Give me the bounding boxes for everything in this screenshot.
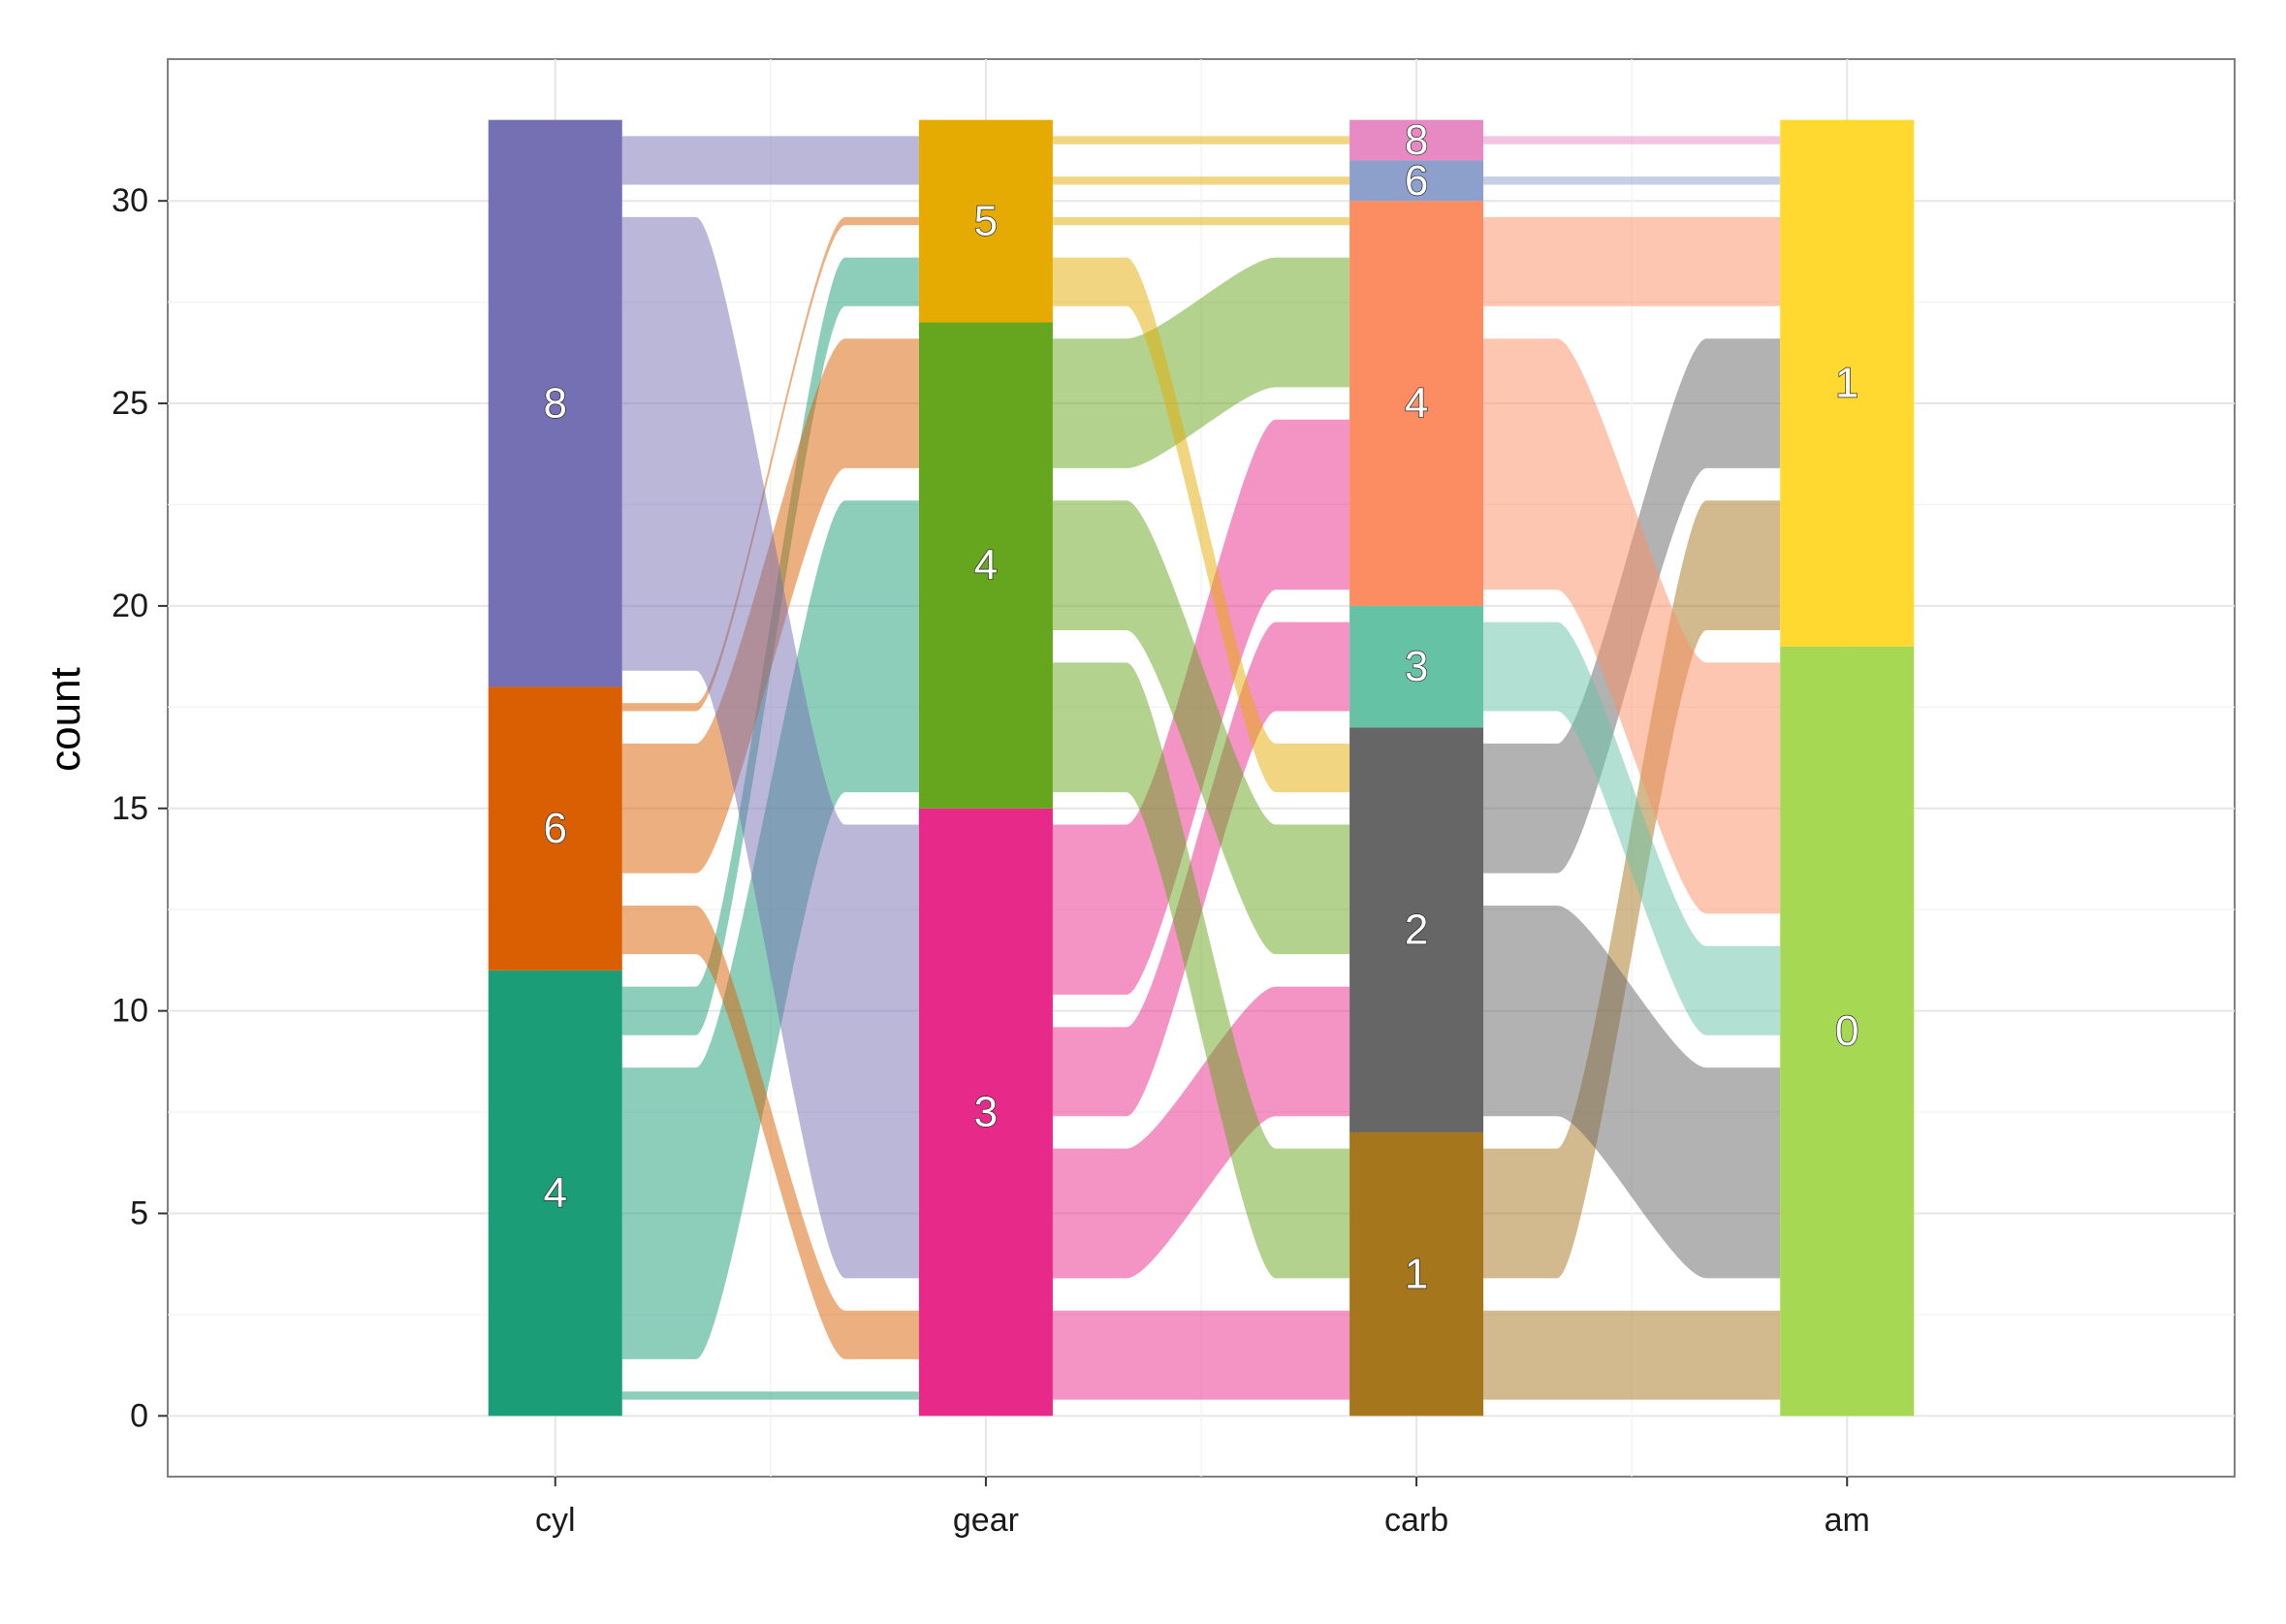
- y-tick-label: 15: [111, 790, 148, 827]
- stratum-label-carb-8: 8: [1405, 116, 1428, 164]
- flows: [621, 136, 1781, 1400]
- stratum-gear-5: [918, 119, 1053, 323]
- stratum-carb-3: [1349, 605, 1484, 728]
- y-tick-label: 0: [130, 1397, 148, 1434]
- flow-gear-3-to-carb-3: [1052, 621, 1350, 1117]
- flow-carb-1-to-am-1: [1483, 500, 1781, 1279]
- y-tick-label: 5: [130, 1194, 148, 1231]
- stratum-label-carb-6: 6: [1405, 157, 1428, 205]
- y-tick-label: 30: [111, 182, 148, 219]
- flow-gear-4-to-carb-4: [1052, 257, 1350, 468]
- flow-gear-5-to-carb-2: [1052, 257, 1350, 793]
- flow-cyl-8-to-gear-5: [621, 136, 919, 185]
- flow-carb-1-to-am-0: [1483, 1310, 1781, 1400]
- flow-gear-4-to-carb-1: [1052, 662, 1350, 1279]
- flow-carb-8-to-am-1: [1483, 136, 1781, 144]
- x-axis: cyl gear carb am: [535, 1477, 1870, 1539]
- y-tick-label: 20: [111, 588, 148, 624]
- flow-cyl-6-to-gear-5: [621, 216, 919, 712]
- stratum-gear-3: [918, 808, 1053, 1417]
- flow-cyl-4-to-gear-3: [621, 1391, 919, 1400]
- strata: [488, 119, 1915, 1417]
- flow-gear-5-to-carb-8: [1052, 136, 1350, 144]
- stratum-carb-2: [1349, 727, 1484, 1132]
- stratum-cyl-8: [488, 119, 622, 687]
- flow-carb-3-to-am-0: [1483, 621, 1781, 1035]
- stratum-label-cyl-8: 8: [544, 380, 567, 428]
- flow-carb-6-to-am-1: [1483, 176, 1781, 185]
- y-axis: 0 5 10 15 20 25 30: [111, 182, 168, 1434]
- stratum-cyl-6: [488, 686, 622, 971]
- stratum-cyl-4: [488, 970, 622, 1417]
- flow-gear-4-to-carb-2: [1052, 500, 1350, 955]
- stratum-am-0: [1780, 646, 1915, 1417]
- flow-gear-5-to-carb-4: [1052, 216, 1350, 226]
- stratum-label-carb-2: 2: [1405, 907, 1428, 954]
- stratum-label-gear-3: 3: [974, 1089, 998, 1136]
- y-tick-label: 25: [111, 385, 148, 422]
- stratum-carb-6: [1349, 160, 1484, 202]
- x-tick-label-cyl: cyl: [535, 1502, 576, 1539]
- stratum-am-1: [1780, 119, 1915, 647]
- stratum-label-am-0: 0: [1835, 1007, 1858, 1055]
- flow-carb-2-to-am-0: [1483, 906, 1781, 1279]
- stratum-label-am-1: 1: [1835, 360, 1858, 407]
- stratum-carb-1: [1349, 1131, 1484, 1417]
- stratum-label-carb-1: 1: [1405, 1251, 1428, 1298]
- stratum-carb-4: [1349, 201, 1484, 606]
- stratum-label-gear-4: 4: [974, 542, 998, 589]
- x-tick-label-gear: gear: [953, 1502, 1019, 1539]
- flow-gear-3-to-carb-1: [1052, 1310, 1350, 1400]
- stratum-label-cyl-6: 6: [544, 805, 567, 852]
- y-tick-label: 10: [111, 993, 148, 1030]
- stratum-label-gear-5: 5: [974, 198, 998, 245]
- stratum-gear-4: [918, 322, 1053, 809]
- x-tick-label-am: am: [1825, 1502, 1870, 1539]
- flow-cyl-8-to-gear-3: [621, 216, 919, 1279]
- flow-carb-4-to-am-0: [1483, 338, 1781, 914]
- y-axis-title: count: [42, 667, 89, 772]
- stratum-label-cyl-4: 4: [544, 1169, 567, 1217]
- stratum-label-carb-4: 4: [1405, 380, 1428, 428]
- flow-gear-5-to-carb-6: [1052, 176, 1350, 185]
- stratum-label-carb-3: 3: [1405, 643, 1428, 690]
- flow-gear-3-to-carb-2: [1052, 986, 1350, 1279]
- x-tick-label-carb: carb: [1384, 1502, 1448, 1539]
- stratum-carb-8: [1349, 119, 1484, 161]
- flow-carb-4-to-am-1: [1483, 216, 1781, 306]
- flow-cyl-6-to-gear-3: [621, 906, 919, 1359]
